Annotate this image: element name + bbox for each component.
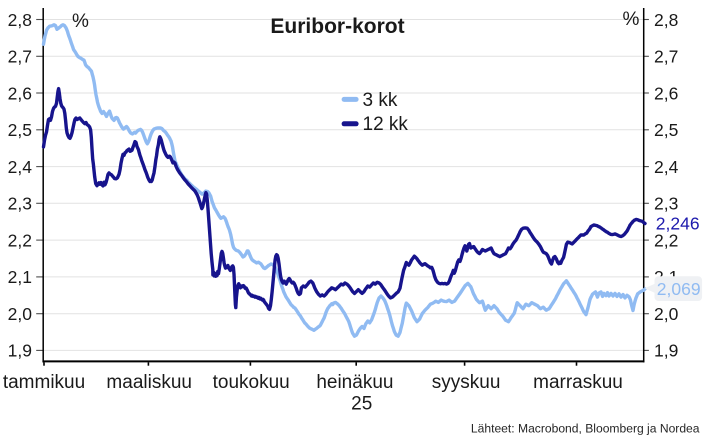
- svg-text:%: %: [72, 11, 89, 32]
- svg-text:3 kk: 3 kk: [363, 90, 398, 111]
- svg-text:1,9: 1,9: [8, 341, 32, 361]
- svg-text:2,6: 2,6: [8, 83, 32, 103]
- svg-text:1,9: 1,9: [654, 341, 678, 361]
- svg-text:2,2: 2,2: [654, 230, 678, 250]
- svg-text:2,4: 2,4: [8, 157, 33, 177]
- svg-text:toukokuu: toukokuu: [213, 372, 290, 393]
- svg-text:2,4: 2,4: [654, 157, 679, 177]
- svg-text:2,7: 2,7: [8, 47, 32, 67]
- svg-text:2,6: 2,6: [654, 83, 678, 103]
- svg-text:Euribor-korot: Euribor-korot: [270, 15, 404, 38]
- svg-text:2,246: 2,246: [656, 213, 700, 233]
- svg-text:2,5: 2,5: [8, 120, 32, 140]
- svg-text:syyskuu: syyskuu: [432, 372, 501, 393]
- svg-text:2,8: 2,8: [654, 10, 678, 30]
- svg-text:2,8: 2,8: [8, 10, 32, 30]
- svg-text:2,1: 2,1: [8, 267, 32, 287]
- svg-text:2,5: 2,5: [654, 120, 678, 140]
- svg-text:heinäkuu: heinäkuu: [316, 372, 393, 393]
- svg-text:%: %: [623, 9, 640, 30]
- svg-text:12 kk: 12 kk: [363, 114, 409, 135]
- svg-text:2,3: 2,3: [654, 194, 678, 214]
- svg-text:2,7: 2,7: [654, 47, 678, 67]
- svg-text:Lähteet: Macrobond, Bloomberg: Lähteet: Macrobond, Bloomberg ja Nordea: [471, 421, 700, 435]
- svg-text:2,3: 2,3: [8, 194, 32, 214]
- svg-text:2,0: 2,0: [8, 304, 33, 324]
- svg-text:25: 25: [351, 394, 372, 415]
- svg-text:maaliskuu: maaliskuu: [106, 372, 192, 393]
- svg-text:2,0: 2,0: [654, 304, 679, 324]
- svg-text:2,069: 2,069: [657, 279, 701, 299]
- svg-text:marraskuu: marraskuu: [533, 372, 623, 393]
- svg-text:tammikuu: tammikuu: [3, 372, 85, 393]
- svg-text:2,2: 2,2: [8, 230, 32, 250]
